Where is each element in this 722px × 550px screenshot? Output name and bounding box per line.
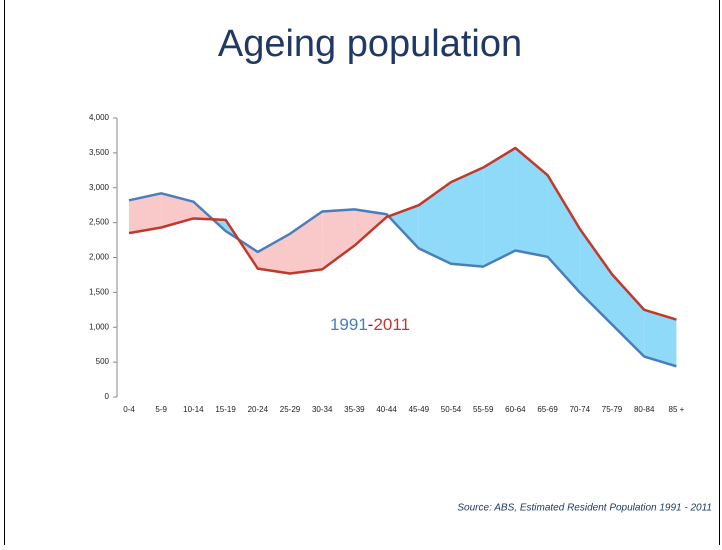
x-tick-label: 40-44 xyxy=(376,405,397,414)
x-tick-label: 35-39 xyxy=(344,405,365,414)
y-tick-label: 0 xyxy=(105,392,110,401)
series-line xyxy=(128,192,677,368)
x-tick-label: 0-4 xyxy=(123,405,135,414)
x-tick-label: 60-64 xyxy=(505,405,526,414)
y-tick-label: 2,000 xyxy=(89,253,110,262)
difference-fill xyxy=(388,205,419,249)
y-tick-label: 4,000 xyxy=(89,113,110,122)
difference-fill xyxy=(290,211,323,274)
x-tick-label: 75-79 xyxy=(602,405,623,414)
y-tick-label: 3,500 xyxy=(89,148,110,157)
x-tick-label: 15-19 xyxy=(215,405,236,414)
x-tick-label: 25-29 xyxy=(280,405,301,414)
x-tick-label: 80-84 xyxy=(634,405,655,414)
chart-title: Ageing population xyxy=(218,23,522,65)
y-tick-label: 3,000 xyxy=(89,183,110,192)
x-tick-label: 10-14 xyxy=(183,405,204,414)
difference-fill xyxy=(418,182,451,264)
annotation-part: - xyxy=(368,315,374,334)
x-tick-label: 85 + xyxy=(669,405,685,414)
y-tick-label: 2,500 xyxy=(89,218,110,227)
difference-fill xyxy=(612,274,645,357)
x-tick-label: 45-49 xyxy=(409,405,430,414)
difference-fill xyxy=(257,233,290,274)
x-tick-label: 30-34 xyxy=(312,405,333,414)
difference-fill xyxy=(644,309,677,367)
annotation-part: 1991 xyxy=(330,315,368,334)
difference-fill xyxy=(547,175,580,293)
x-tick-label: 5-9 xyxy=(155,405,167,414)
difference-fill xyxy=(354,209,387,246)
difference-fill xyxy=(322,209,355,270)
y-tick-label: 500 xyxy=(96,357,110,366)
difference-fill xyxy=(515,147,548,257)
x-tick-label: 65-69 xyxy=(537,405,558,414)
annotation-part: 2011 xyxy=(373,315,410,334)
difference-fill xyxy=(483,147,516,267)
difference-fill xyxy=(579,228,612,325)
y-tick-label: 1,000 xyxy=(89,322,110,331)
y-tick-label: 1,500 xyxy=(89,287,110,296)
difference-fill xyxy=(129,193,162,234)
x-tick-label: 55-59 xyxy=(473,405,494,414)
x-tick-label: 50-54 xyxy=(441,405,462,414)
x-tick-label: 70-74 xyxy=(570,405,591,414)
annotation: 1991-2011 xyxy=(330,315,410,334)
source-note: Source: ABS, Estimated Resident Populati… xyxy=(457,503,712,514)
x-tick-label: 20-24 xyxy=(248,405,269,414)
difference-fill xyxy=(161,193,194,228)
difference-fill xyxy=(451,167,484,267)
series-line xyxy=(128,146,677,321)
